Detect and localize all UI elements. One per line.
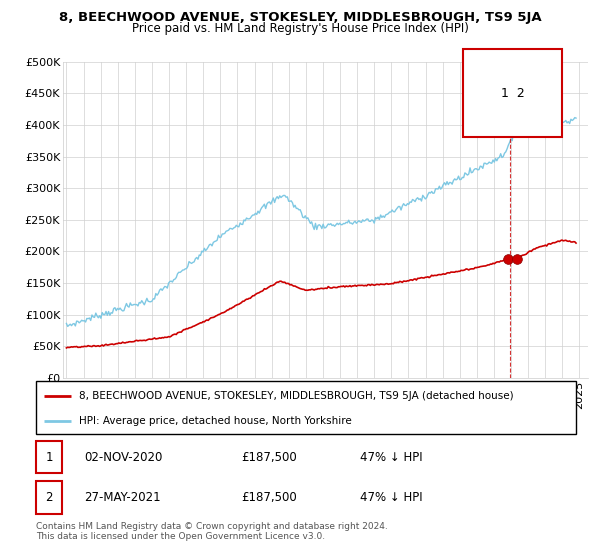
Text: HPI: Average price, detached house, North Yorkshire: HPI: Average price, detached house, Nort… (79, 416, 352, 426)
Text: Contains HM Land Registry data © Crown copyright and database right 2024.
This d: Contains HM Land Registry data © Crown c… (36, 522, 388, 542)
Text: 02-NOV-2020: 02-NOV-2020 (85, 451, 163, 464)
Text: Price paid vs. HM Land Registry's House Price Index (HPI): Price paid vs. HM Land Registry's House … (131, 22, 469, 35)
Bar (36, 441, 62, 473)
Text: 27-MAY-2021: 27-MAY-2021 (85, 491, 161, 504)
Text: 8, BEECHWOOD AVENUE, STOKESLEY, MIDDLESBROUGH, TS9 5JA: 8, BEECHWOOD AVENUE, STOKESLEY, MIDDLESB… (59, 11, 541, 24)
Text: 1  2: 1 2 (501, 87, 524, 100)
Text: 8, BEECHWOOD AVENUE, STOKESLEY, MIDDLESBROUGH, TS9 5JA (detached house): 8, BEECHWOOD AVENUE, STOKESLEY, MIDDLESB… (79, 391, 514, 401)
Text: 47% ↓ HPI: 47% ↓ HPI (360, 491, 422, 504)
Text: £187,500: £187,500 (241, 451, 297, 464)
Bar (36, 482, 62, 514)
Text: £187,500: £187,500 (241, 491, 297, 504)
Text: 2: 2 (45, 491, 53, 504)
Text: 1: 1 (45, 451, 53, 464)
Text: 47% ↓ HPI: 47% ↓ HPI (360, 451, 422, 464)
